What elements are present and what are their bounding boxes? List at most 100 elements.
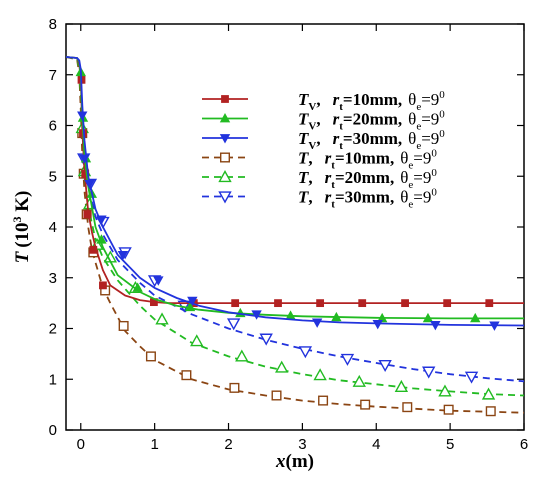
legend-label-4: T, rt=10mm, θe=90 [298,148,437,172]
series-6-point-11 [422,366,436,379]
series-5-point-10 [313,368,327,381]
y-axis-title-unit: (10 [12,222,33,247]
y-tick-label-3: 3 [49,270,57,287]
y-tick-label-4: 4 [49,219,57,236]
y-axis-title-sup: 3 [10,216,24,222]
legend-label-5: T, rt=20mm, θe=90 [298,167,437,191]
series-1-line [66,56,524,305]
series-5-line [66,56,524,397]
series-5-point-9 [275,360,289,373]
y-tick-label-8: 8 [49,16,57,33]
legend-marker-2 [219,113,231,123]
x-tick-label-2: 2 [224,436,232,453]
series-1-point-3 [83,210,92,219]
legend-marker-4 [219,152,230,163]
series-3-point-8 [311,318,323,328]
series-1-point-5 [99,281,107,290]
series-3-point-6 [187,296,198,307]
series-4-point-9 [271,390,282,401]
series-2-line [66,56,524,320]
series-layer [66,56,524,417]
series-4-point-10 [318,395,329,406]
series-1-point-11 [358,299,367,308]
series-2-point-4 [96,234,107,244]
x-axis-title: x(m) [275,451,314,472]
series-3-line [66,56,524,327]
series-6-point-9 [340,353,355,366]
x-tick-label-0: 0 [77,436,85,453]
y-tick-label-7: 7 [49,67,57,84]
series-4-line [66,56,524,414]
plot-frame [65,23,525,431]
series-3-point-11 [489,321,500,331]
y-axis-title-tail: K) [12,191,33,217]
series-5-point-11 [352,374,366,387]
series-6-point-8 [298,346,313,359]
series-3-point-0 [77,111,88,121]
series-4-point-8 [229,382,240,393]
x-axis-title-unit: (m) [286,451,314,472]
series-1 [66,56,524,308]
series-2-point-8 [285,310,296,320]
series-3-point-9 [372,320,383,330]
series-6-point-12 [464,371,479,384]
series-4-point-12 [402,402,413,413]
series-5-point-12 [394,379,409,392]
series-1-point-12 [401,299,409,308]
series-3 [66,56,524,331]
series-4-point-11 [360,399,371,410]
x-axis-title-var: x [275,451,286,472]
x-tick-label-5: 5 [446,436,454,453]
series-3-point-4 [117,251,129,261]
legend-marker-1 [221,95,229,103]
y-tick-label-5: 5 [49,168,57,185]
series-2-point-6 [184,301,196,312]
series-6-line [66,56,524,383]
x-tick-label-4: 4 [372,436,380,453]
legend-label-2: TV, rt=20mm, θe=90 [298,109,445,133]
y-tick-label-2: 2 [49,321,57,338]
series-1-point-9 [274,299,282,308]
series-2-point-12 [470,312,481,323]
series-1-point-14 [485,299,494,308]
series-5-point-6 [155,312,169,325]
series-3-point-2 [84,179,95,190]
series-3-point-7 [251,310,262,320]
legend-marker-5 [218,170,232,183]
y-tick-label-6: 6 [49,118,57,135]
series-4-point-13 [443,404,454,415]
series-4-point-6 [145,351,156,362]
ticks-layer: 0 1 2 3 4 5 6 0 1 2 3 4 5 6 7 8 [49,16,529,453]
legend-label-3: TV, rt=30mm, θe=90 [298,128,445,152]
series-5-point-7 [190,334,204,347]
legend-marker-3 [219,134,231,144]
series-4-point-7 [181,370,192,381]
y-tick-label-1: 1 [49,371,57,388]
series-6-point-10 [378,359,392,372]
series-1-point-10 [316,299,325,308]
series-1-point-8 [231,299,240,308]
series-5-point-8 [235,349,249,362]
y-axis-title-var: T [12,250,33,263]
series-3-point-5 [153,276,164,286]
series-2-point-9 [331,311,342,322]
series-4-point-5 [118,320,129,331]
x-tick-label-6: 6 [520,436,528,453]
series-6-point-7 [259,333,273,346]
series-1-point-13 [443,299,452,308]
legend-marker-6 [218,191,232,204]
legend-label-6: T, rt=30mm, θe=90 [298,187,437,211]
series-3-point-10 [430,321,441,331]
series-2-point-11 [422,312,434,323]
legend-label-1: TV, rt=10mm, θe=90 [298,89,445,113]
series-2-point-5 [132,282,143,292]
series-3-point-1 [79,154,90,164]
series-6-point-6 [226,318,241,331]
y-tick-label-0: 0 [49,422,57,439]
series-2 [66,56,524,323]
series-3-point-3 [96,215,107,225]
series-4 [66,56,524,417]
series-5-point-13 [438,384,452,397]
y-axis-title: T (103 K) [10,191,33,264]
